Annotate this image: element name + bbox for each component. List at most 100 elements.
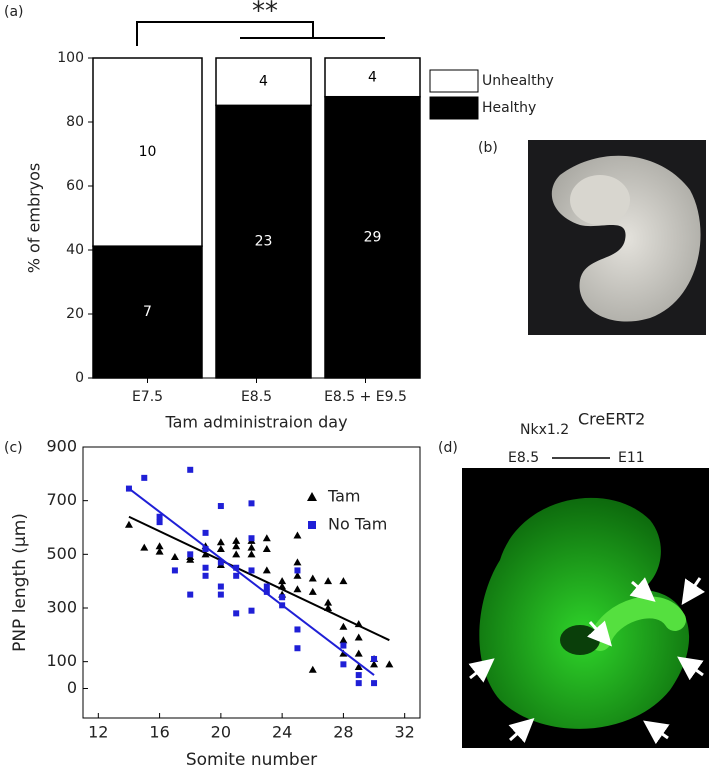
fluorescent-embryo <box>462 468 709 748</box>
bar-segment <box>92 245 203 379</box>
point <box>247 550 256 558</box>
legend-label: Tam <box>327 487 361 506</box>
point <box>355 672 362 679</box>
legend-label: Healthy <box>482 100 536 116</box>
point <box>170 553 179 561</box>
x-tick-label: 20 <box>211 723 231 742</box>
point <box>155 547 164 555</box>
legend-swatch <box>429 69 479 93</box>
y-tick-label: 0 <box>67 678 77 697</box>
y-axis-label: % of embryos <box>25 163 44 274</box>
point <box>308 574 317 582</box>
point <box>293 558 302 566</box>
count-label: 4 <box>368 69 377 85</box>
point <box>186 555 195 563</box>
point <box>262 534 271 542</box>
point <box>248 500 255 507</box>
point <box>216 538 225 546</box>
point <box>354 663 363 671</box>
allele: CreERT2 <box>578 410 645 429</box>
legend-label: No Tam <box>328 515 387 534</box>
legend-label: Unhealthy <box>482 73 554 89</box>
point <box>202 572 209 579</box>
point <box>340 661 347 668</box>
point <box>233 572 240 579</box>
point <box>187 551 194 558</box>
count-label: 4 <box>259 74 268 90</box>
point <box>339 622 348 630</box>
point <box>294 645 301 652</box>
panel-label: (c) <box>4 440 23 456</box>
point <box>216 544 225 552</box>
y-tick-label: 900 <box>46 437 77 456</box>
legend-marker <box>308 521 316 529</box>
point <box>385 660 394 668</box>
point <box>233 564 240 571</box>
y-tick-label: 40 <box>66 242 84 258</box>
point <box>187 591 194 598</box>
x-tick-label: E8.5 + E9.5 <box>324 389 407 405</box>
fit-line <box>128 515 390 642</box>
point <box>217 503 224 510</box>
point <box>294 567 301 574</box>
point <box>263 588 270 595</box>
embryo-photo <box>528 140 706 335</box>
x-axis-label: Tam administraion day <box>164 413 347 432</box>
point <box>355 680 362 687</box>
point <box>339 636 348 644</box>
point <box>233 610 240 617</box>
y-tick-label: 60 <box>66 178 84 194</box>
point <box>171 567 178 574</box>
plot-frame <box>82 446 421 719</box>
point <box>293 531 302 539</box>
gene-name: Nkx1.2 <box>520 422 569 438</box>
point <box>202 545 209 552</box>
y-tick-label: 100 <box>57 50 84 66</box>
point <box>202 564 209 571</box>
count-label: 29 <box>364 229 382 245</box>
point <box>354 649 363 657</box>
bar-segment <box>324 57 421 98</box>
count-label: 10 <box>139 144 157 160</box>
point <box>232 542 241 550</box>
point <box>294 626 301 633</box>
y-tick-label: 80 <box>66 114 84 130</box>
x-tick-label: E8.5 <box>241 389 272 405</box>
fit-line <box>128 487 375 676</box>
bar-segment <box>324 95 421 379</box>
point <box>279 594 286 601</box>
point <box>248 567 255 574</box>
point <box>339 577 348 585</box>
point <box>124 520 133 528</box>
point <box>263 583 270 590</box>
point <box>248 607 255 614</box>
count-label: 7 <box>143 304 152 320</box>
point <box>340 642 347 649</box>
point <box>278 577 287 585</box>
point <box>232 536 241 544</box>
point <box>324 598 333 606</box>
point <box>187 466 194 473</box>
bar-segment <box>92 57 203 247</box>
point <box>293 585 302 593</box>
y-tick-label: 500 <box>46 544 77 563</box>
point <box>140 543 149 551</box>
bar-segment <box>215 57 312 107</box>
x-tick-label: 28 <box>333 723 353 742</box>
panel-label: (d) <box>438 440 458 456</box>
y-axis-label: PNP length (μm) <box>10 513 30 652</box>
legend-swatch <box>429 96 479 120</box>
panel-label: (b) <box>478 140 498 156</box>
point <box>156 513 163 520</box>
point <box>248 535 255 542</box>
point <box>293 571 302 579</box>
x-tick-label: 24 <box>272 723 292 742</box>
x-tick-label: 12 <box>88 723 108 742</box>
point <box>354 633 363 641</box>
point <box>308 587 317 595</box>
legend-marker <box>307 492 317 501</box>
count-label: 23 <box>255 234 273 250</box>
x-tick-label: 16 <box>149 723 169 742</box>
y-tick-label: 20 <box>66 306 84 322</box>
point <box>308 665 317 673</box>
